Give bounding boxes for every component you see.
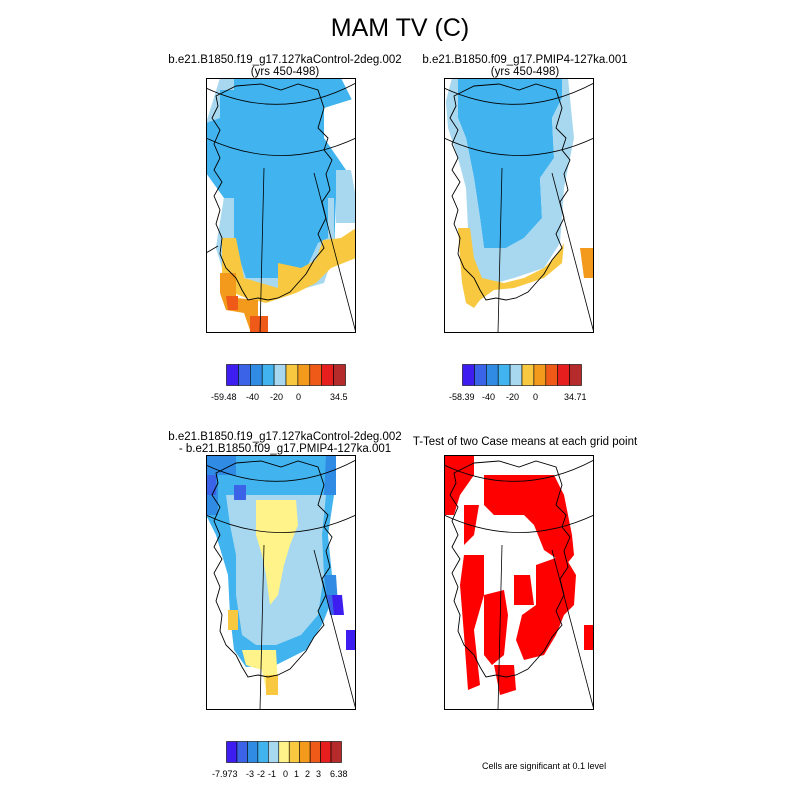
colorbar-swatch: [297, 364, 311, 386]
outside-domain: [336, 455, 356, 485]
colorbar-pmip4-label: -58.39: [449, 392, 475, 402]
figure-title: MAM TV (C): [330, 14, 470, 42]
colorbar-control-label: 34.5: [330, 392, 348, 402]
field-shading: [206, 455, 356, 695]
colorbar-pmip4-label: 0: [533, 392, 539, 402]
colorbar-control-label: -20: [270, 392, 284, 402]
graticule: [206, 459, 356, 710]
panel4-title: T-Test of two Case means at each grid po…: [400, 436, 650, 448]
colorbar-swatch: [236, 741, 248, 763]
colorbar-difference-label: -1: [268, 769, 277, 779]
colorbar-swatch: [288, 741, 300, 763]
colorbar-difference-label: -7.973: [212, 769, 238, 779]
colorbar-swatch: [278, 741, 290, 763]
field-shading: [444, 78, 594, 308]
coastline: [449, 460, 571, 678]
panel2-title: b.e21.B1850.f09_g17.PMIP4-127ka.001 (yrs…: [405, 54, 645, 78]
colorbar-difference-label: 6.38: [330, 769, 348, 779]
panel3-title: b.e21.B1850.f19_g17.127kaControl-2deg.00…: [150, 431, 420, 455]
panel2-title-line1: b.e21.B1850.f09_g17.PMIP4-127ka.001: [422, 54, 628, 66]
panel-frame: [206, 78, 356, 333]
colorbar-control-label: -40: [246, 392, 260, 402]
map-panel-control: [206, 78, 356, 333]
colorbar-control-label: 0: [296, 392, 302, 402]
panel1-title-line1: b.e21.B1850.f19_g17.127kaControl-2deg.00…: [168, 54, 402, 66]
colorbar-difference-label: -2: [257, 769, 266, 779]
colorbar-swatch: [257, 741, 269, 763]
colorbar-difference-label: 3: [316, 769, 322, 779]
colorbar-swatch: [474, 364, 487, 386]
colorbar-difference: [226, 741, 342, 763]
panel4-title-line1: T-Test of two Case means at each grid po…: [412, 436, 638, 448]
panel-frame: [444, 455, 594, 710]
field-shading: [206, 78, 356, 333]
colorbar-swatch: [497, 364, 511, 386]
panel3-title-line2: - b.e21.B1850.f09_g17.PMIP4-127ka.001: [178, 443, 392, 455]
colorbar-swatch: [462, 364, 475, 386]
panel-frame: [444, 78, 594, 333]
colorbar-swatch: [545, 364, 559, 386]
colorbar-swatch: [268, 741, 280, 763]
coastline: [449, 83, 571, 301]
colorbar-pmip4-label: -40: [482, 392, 496, 402]
colorbar-swatch: [557, 364, 570, 386]
map-panel-pmip4: [444, 78, 594, 333]
coastline: [211, 460, 333, 678]
coastline: [211, 83, 333, 301]
colorbar-swatch: [309, 741, 321, 763]
colorbar-swatch: [321, 364, 334, 386]
panel1-title-line2: (yrs 450-498): [250, 66, 320, 78]
colorbar-swatch: [309, 364, 323, 386]
colorbar-swatch: [226, 741, 238, 763]
colorbar-swatch: [521, 364, 535, 386]
colorbar-swatch: [320, 741, 332, 763]
significance-note: Cells are significant at 0.1 level: [482, 761, 607, 771]
colorbar-swatch: [330, 741, 342, 763]
map-panel-ttest: [444, 455, 594, 710]
graticule: [444, 459, 594, 710]
colorbar-swatch: [249, 364, 263, 386]
colorbar-difference-label: 0: [283, 769, 289, 779]
panel-frame: [206, 455, 356, 710]
colorbar-swatch: [261, 364, 275, 386]
colorbar-swatch: [533, 364, 547, 386]
colorbar-pmip4: [462, 364, 582, 386]
significance-mask: [444, 455, 594, 695]
colorbar-swatch: [247, 741, 259, 763]
outside-domain: [444, 78, 594, 118]
colorbar-difference-label: 2: [305, 769, 311, 779]
colorbar-swatch: [569, 364, 582, 386]
colorbar-swatch: [238, 364, 251, 386]
colorbar-pmip4-label: 34.71: [564, 392, 587, 402]
colorbar-swatch: [485, 364, 499, 386]
colorbar-difference-label: -3: [246, 769, 255, 779]
graticule: [444, 82, 594, 333]
panel1-title: b.e21.B1850.f19_g17.127kaControl-2deg.00…: [150, 54, 420, 78]
colorbar-control-label: -59.48: [211, 392, 237, 402]
colorbar-swatch: [226, 364, 239, 386]
colorbar-swatch: [273, 364, 287, 386]
colorbar-pmip4-label: -20: [506, 392, 520, 402]
graticule: [206, 82, 356, 333]
panel2-title-line2: (yrs 450-498): [490, 66, 560, 78]
colorbar-control: [226, 364, 346, 386]
map-panel-difference: [206, 455, 356, 710]
panel3-title-line1: b.e21.B1850.f19_g17.127kaControl-2deg.00…: [168, 431, 402, 443]
colorbar-swatch: [285, 364, 299, 386]
colorbar-difference-label: 1: [294, 769, 300, 779]
colorbar-swatch: [509, 364, 523, 386]
colorbar-swatch: [299, 741, 311, 763]
colorbar-swatch: [333, 364, 346, 386]
